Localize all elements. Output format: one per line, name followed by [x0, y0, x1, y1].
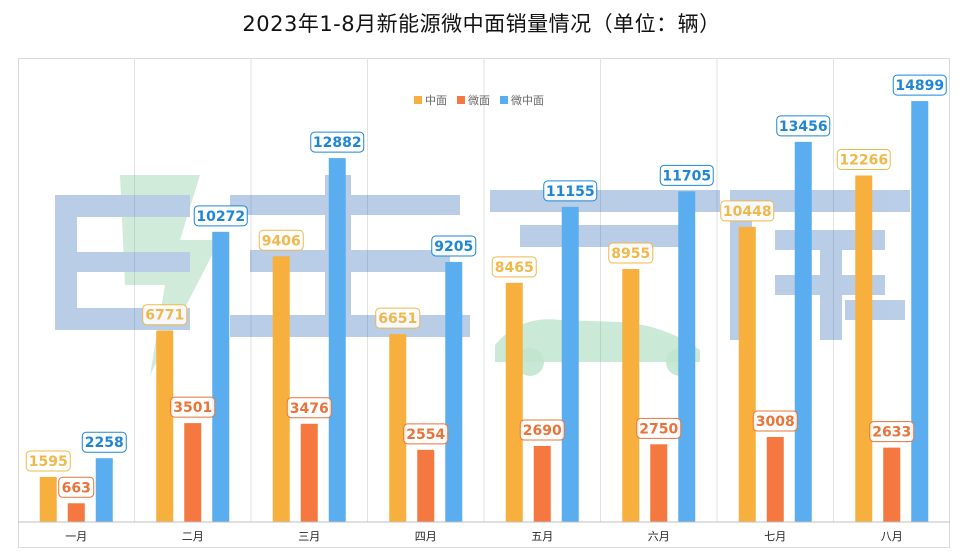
data-label: 9205 — [431, 235, 477, 257]
svg-text:12882: 12882 — [313, 135, 362, 151]
bar — [67, 503, 85, 522]
data-label: 13456 — [776, 115, 831, 137]
bar — [184, 423, 202, 522]
x-tick-label: 六月 — [648, 530, 670, 543]
legend-swatch — [457, 96, 465, 104]
watermark — [55, 175, 910, 376]
data-label: 10448 — [720, 200, 775, 222]
svg-text:6771: 6771 — [145, 308, 184, 324]
data-label: 2554 — [403, 423, 449, 445]
svg-text:14899: 14899 — [895, 78, 944, 94]
bar — [650, 444, 668, 522]
data-label: 9406 — [258, 229, 304, 251]
bar — [766, 437, 784, 522]
svg-text:2750: 2750 — [639, 421, 678, 437]
data-label: 11705 — [659, 164, 714, 186]
svg-text:2258: 2258 — [85, 435, 124, 451]
data-label: 11155 — [543, 180, 598, 202]
svg-text:8955: 8955 — [611, 246, 650, 262]
data-label: 12266 — [836, 148, 891, 170]
data-label: 663 — [58, 476, 95, 498]
bar — [328, 158, 346, 522]
data-label: 2633 — [869, 421, 915, 443]
bars — [39, 101, 929, 523]
svg-text:9205: 9205 — [434, 239, 473, 255]
legend-label: 微中面 — [511, 93, 544, 107]
bar — [855, 175, 873, 522]
data-label: 1595 — [25, 450, 71, 472]
svg-text:2633: 2633 — [872, 425, 911, 441]
legend-swatch — [500, 96, 508, 104]
bar — [156, 330, 174, 522]
svg-text:10448: 10448 — [723, 204, 772, 220]
svg-text:12266: 12266 — [839, 152, 888, 168]
data-label: 8955 — [608, 242, 654, 264]
svg-text:8465: 8465 — [495, 260, 534, 276]
bar — [622, 269, 640, 522]
x-tick-label: 二月 — [182, 530, 204, 543]
svg-text:13456: 13456 — [779, 119, 828, 135]
chart-title: 2023年1-8月新能源微中面销量情况（单位：辆） — [242, 12, 721, 36]
x-tick-label: 八月 — [881, 530, 903, 543]
legend-label: 中面 — [425, 94, 447, 107]
svg-text:11705: 11705 — [662, 168, 711, 184]
bar — [561, 206, 579, 522]
legend-label: 微面 — [468, 93, 490, 107]
legend-item: 微面 — [457, 93, 490, 107]
svg-text:3501: 3501 — [173, 400, 212, 416]
data-label: 3501 — [170, 396, 216, 418]
data-label: 3008 — [752, 410, 798, 432]
svg-text:2690: 2690 — [523, 423, 562, 439]
svg-text:6651: 6651 — [378, 311, 417, 327]
data-label: 2690 — [519, 419, 565, 441]
svg-text:663: 663 — [62, 480, 91, 496]
bar — [389, 334, 407, 522]
svg-text:9406: 9406 — [262, 233, 301, 249]
bar — [445, 261, 463, 522]
bar — [39, 476, 57, 522]
svg-text:3008: 3008 — [756, 414, 795, 430]
bar — [212, 231, 230, 523]
grid-lines — [134, 58, 834, 522]
bar — [505, 282, 523, 522]
bar — [911, 101, 929, 523]
x-tick-label: 三月 — [298, 530, 320, 543]
svg-text:11155: 11155 — [546, 184, 595, 200]
bar — [272, 256, 290, 522]
bar — [738, 226, 756, 522]
data-label: 10272 — [193, 205, 248, 227]
bar — [794, 141, 812, 523]
data-labels: 1595 663 2258 6771 3501 10272 9406 3476 12882 665… — [25, 74, 947, 498]
data-label: 6771 — [142, 304, 188, 326]
svg-text:3476: 3476 — [290, 401, 329, 417]
svg-text:1595: 1595 — [29, 454, 68, 470]
data-label: 12882 — [310, 131, 365, 153]
data-label: 2750 — [636, 417, 682, 439]
legend-swatch — [414, 96, 422, 104]
data-label: 6651 — [375, 307, 421, 329]
x-tick-label: 七月 — [764, 530, 786, 543]
x-tick-label: 五月 — [531, 530, 553, 543]
x-axis: 一月 二月 三月 四月 五月 六月 七月 八月 — [18, 521, 950, 543]
legend-item: 微中面 — [500, 93, 544, 107]
bar — [300, 423, 318, 522]
svg-text:2554: 2554 — [406, 427, 445, 443]
x-tick-label: 一月 — [65, 530, 87, 543]
legend: 中面 微面 微中面 — [414, 93, 544, 107]
data-label: 3476 — [286, 397, 332, 419]
bar — [678, 191, 696, 523]
svg-text:10272: 10272 — [196, 209, 245, 225]
data-label: 8465 — [491, 256, 537, 278]
bar — [533, 446, 551, 522]
bar — [417, 449, 435, 522]
legend-item: 中面 — [414, 94, 447, 107]
bar — [95, 458, 113, 522]
data-label: 14899 — [892, 74, 947, 96]
x-tick-label: 四月 — [415, 530, 437, 543]
bar — [883, 447, 901, 522]
data-label: 2258 — [81, 431, 127, 453]
